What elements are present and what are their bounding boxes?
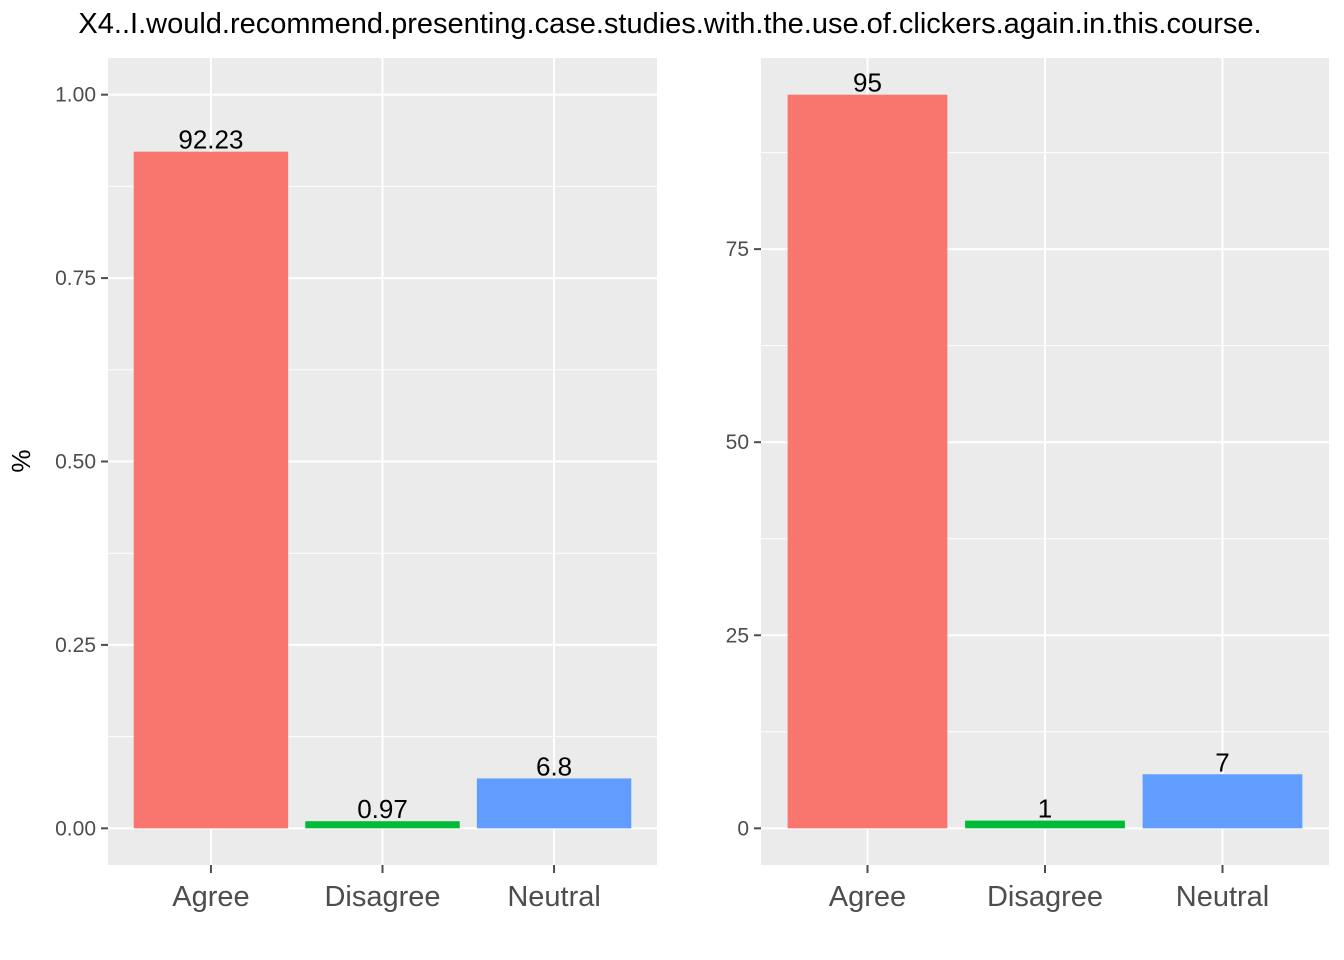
y-tick-label: 25: [726, 624, 749, 647]
bar-agree: [787, 94, 948, 829]
x-tick-label-neutral: Neutral: [1176, 881, 1270, 913]
chart-title: X4..I.would.recommend.presenting.case.st…: [78, 8, 1261, 40]
bar-neutral: [476, 778, 632, 829]
data-label-disagree: 0.97: [357, 794, 408, 824]
y-tick-label: 0.00: [55, 817, 96, 840]
data-label-agree: 95: [853, 68, 882, 98]
y-axis-label: %: [6, 449, 36, 472]
y-tick-label: 0: [737, 817, 749, 840]
left-panel: 0.00 0.25 0.50 0.75 1.00 92.23 0.97 6.8 Agree Dis…: [6, 58, 657, 913]
bar-disagree: [965, 820, 1125, 829]
right-panel: 0 25 50 75 95 1 7 Agree Disagree Neutral: [726, 58, 1329, 913]
data-label-agree: 92.23: [178, 125, 243, 155]
data-label-neutral: 7: [1215, 747, 1229, 777]
y-tick-label: 0.50: [55, 451, 96, 474]
bar-disagree: [305, 821, 460, 829]
x-tick-label-agree: Agree: [172, 881, 249, 913]
x-tick-label-disagree: Disagree: [324, 881, 440, 913]
y-tick-label: 0.25: [55, 634, 96, 657]
data-label-disagree: 1: [1038, 794, 1052, 824]
x-tick-label-neutral: Neutral: [507, 881, 601, 913]
bar-agree: [133, 151, 289, 829]
bar-neutral: [1142, 774, 1303, 829]
y-tick-label: 1.00: [55, 84, 96, 107]
y-tick-label: 75: [726, 238, 749, 261]
y-tick-label: 0.75: [55, 267, 96, 290]
x-tick-label-disagree: Disagree: [987, 881, 1103, 913]
y-tick-label: 50: [726, 431, 749, 454]
data-label-neutral: 6.8: [536, 751, 572, 781]
x-tick-label-agree: Agree: [829, 881, 906, 913]
